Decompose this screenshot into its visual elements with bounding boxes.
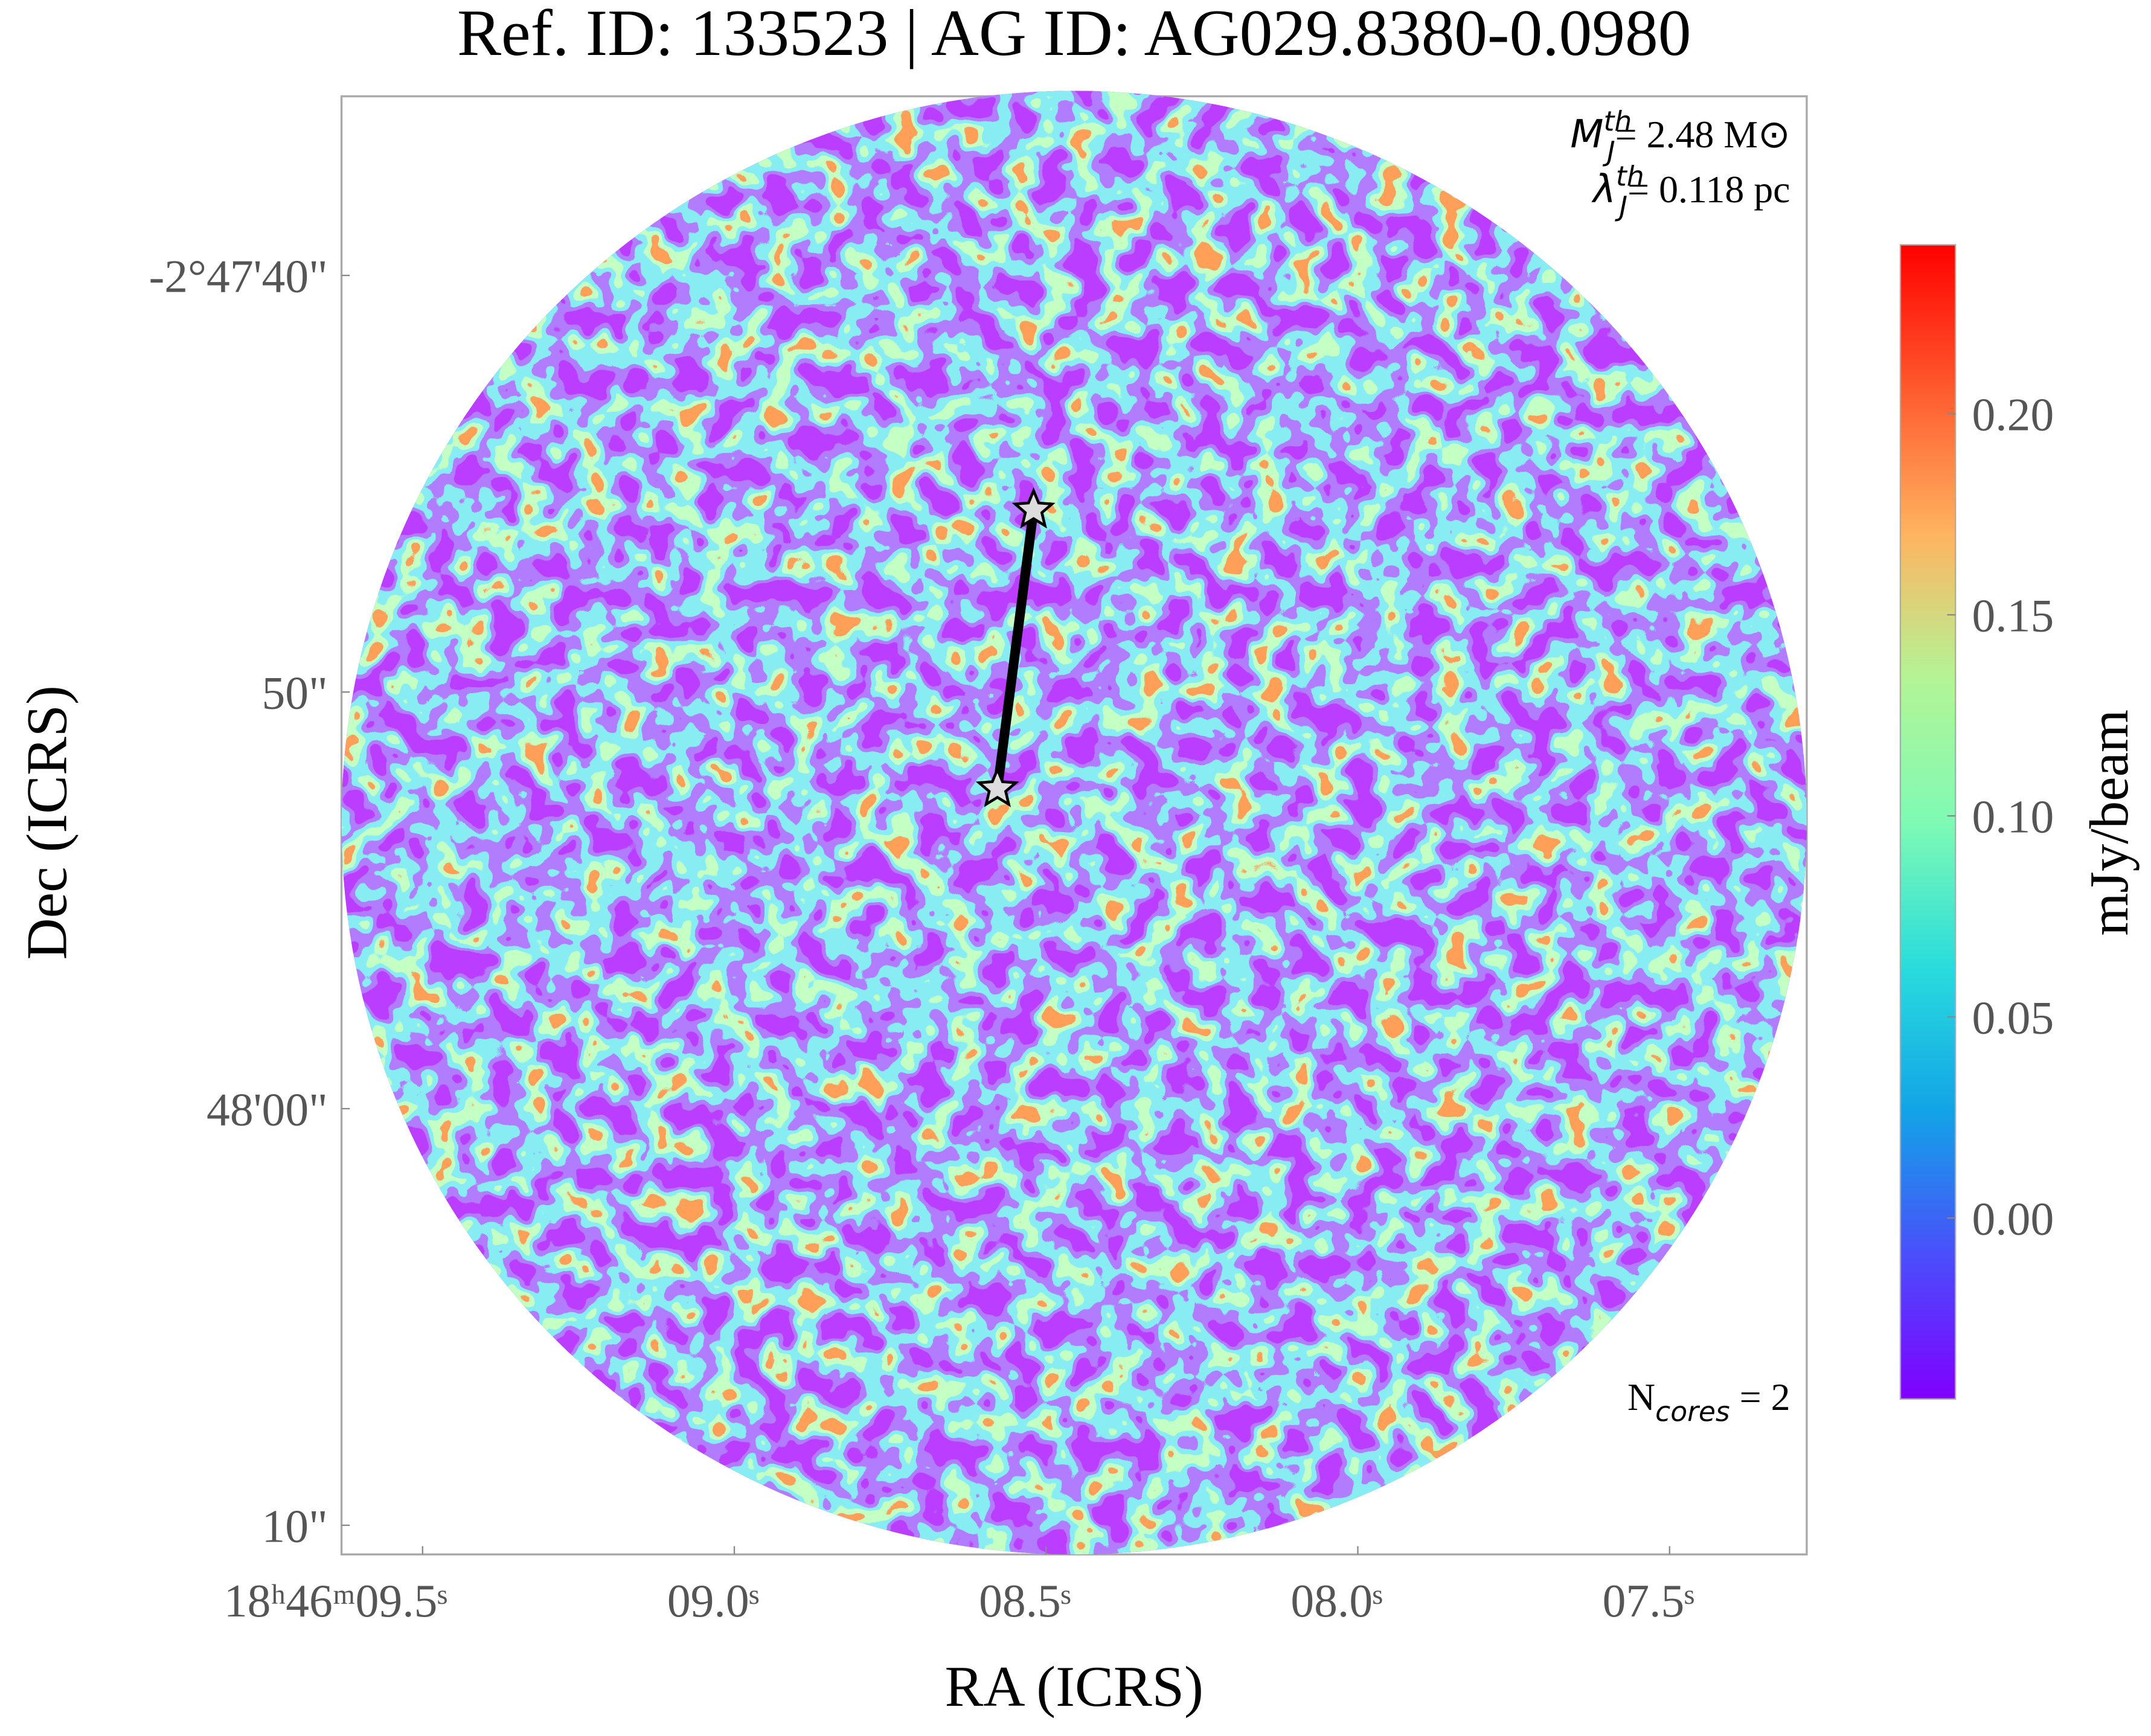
annotation: Ncores = 2 bbox=[1627, 1376, 1790, 1427]
colorbar bbox=[1899, 244, 1957, 1400]
x-tick-label: 09.0ˢ bbox=[667, 1575, 759, 1627]
annotation-sub: cores bbox=[1655, 1395, 1730, 1427]
core-link bbox=[992, 509, 1039, 790]
y-tick-label: 50" bbox=[262, 667, 328, 719]
annotation-sup: th bbox=[1616, 161, 1644, 193]
annotation: Mth J= 2.48 M⊙ bbox=[1570, 105, 1790, 167]
x-tick-label: 18ʰ46ᵐ09.5ˢ bbox=[224, 1575, 447, 1627]
x-axis-label: RA (ICRS) bbox=[945, 1654, 1204, 1718]
annotation: λth J= 0.118 pc bbox=[1591, 161, 1790, 223]
colorbar-label: mJy/beam bbox=[2079, 709, 2140, 936]
x-tick-label: 07.5ˢ bbox=[1603, 1575, 1694, 1627]
colorbar-tick-label: 0.20 bbox=[1972, 389, 2054, 441]
y-axis-label: Dec (ICRS) bbox=[14, 685, 79, 959]
colorbar-tick-label: 0.05 bbox=[1972, 992, 2054, 1044]
colorbar-tick-label: 0.00 bbox=[1972, 1193, 2054, 1245]
colorbar-tick-label: 0.15 bbox=[1972, 590, 2054, 642]
image bbox=[341, 91, 1807, 1555]
colorbar-tick-label: 0.10 bbox=[1972, 791, 2054, 843]
annotation-base: M bbox=[1570, 112, 1603, 157]
annotation-text: = 2.48 M⊙ bbox=[1615, 113, 1790, 156]
annotation-base: λ bbox=[1591, 167, 1616, 212]
annotation-text: = 0.118 pc bbox=[1627, 168, 1790, 211]
annotation-text: = 2 bbox=[1730, 1376, 1790, 1418]
chart-title: Ref. ID: 133523 | AG ID: AG029.8380-0.09… bbox=[457, 0, 1691, 69]
y-tick-label: 48'00" bbox=[207, 1083, 328, 1135]
x-tick-label: 08.5ˢ bbox=[979, 1575, 1071, 1627]
core bbox=[1011, 487, 1056, 529]
x-tick-label: 08.0ˢ bbox=[1290, 1575, 1382, 1627]
y-tick-label: -2°47'40" bbox=[149, 251, 327, 303]
core bbox=[975, 766, 1019, 807]
annotation-sup: th bbox=[1603, 105, 1632, 137]
y-tick-label: 10" bbox=[262, 1500, 328, 1552]
annotation-base: N bbox=[1627, 1376, 1655, 1418]
